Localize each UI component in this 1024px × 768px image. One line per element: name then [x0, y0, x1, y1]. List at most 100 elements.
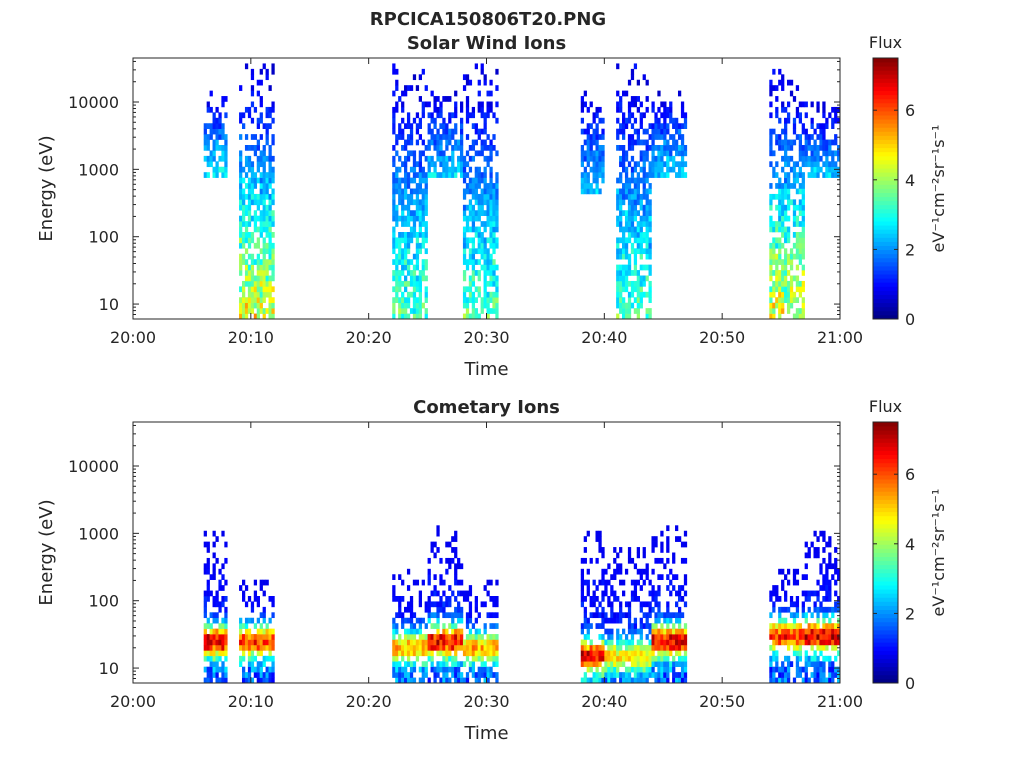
flux-cell: [468, 280, 473, 287]
flux-cell: [418, 96, 422, 102]
flux-cell: [775, 134, 779, 140]
flux-cell: [784, 259, 788, 265]
flux-cell: [784, 123, 788, 129]
flux-cell: [642, 161, 646, 168]
flux-cell: [804, 677, 808, 684]
flux-cell: [433, 117, 437, 124]
flux-cell: [792, 644, 797, 651]
flux-cell: [663, 644, 667, 651]
flux-cell: [256, 193, 260, 200]
x-tick-label: 20:10: [228, 692, 274, 711]
flux-cell: [415, 644, 420, 651]
flux-cell: [483, 139, 487, 146]
flux-cell: [212, 661, 216, 667]
flux-cell: [592, 672, 596, 678]
flux-cell: [792, 579, 797, 586]
flux-cell: [648, 172, 652, 178]
flux-cell: [259, 308, 263, 314]
flux-cell: [663, 672, 667, 678]
flux-cell: [675, 117, 679, 124]
flux-cell: [436, 601, 440, 608]
flux-cell: [669, 617, 673, 624]
flux-cell: [203, 634, 207, 640]
flux-cell: [801, 590, 805, 597]
flux-cell: [239, 639, 243, 646]
flux-cell: [492, 248, 496, 255]
flux-cell: [421, 204, 425, 211]
flux-cell: [616, 215, 620, 222]
flux-cell: [630, 155, 635, 162]
flux-cell: [675, 672, 679, 678]
flux-cell: [598, 579, 602, 586]
flux-cell: [822, 557, 826, 564]
flux-cell: [775, 275, 779, 282]
flux-cell: [795, 112, 800, 119]
flux-cell: [483, 177, 487, 184]
flux-cell: [636, 275, 640, 282]
flux-cell: [666, 574, 670, 580]
x-tick-label: 20:40: [581, 328, 627, 347]
flux-cell: [495, 623, 499, 629]
flux-cell: [471, 661, 476, 667]
flux-cell: [250, 183, 255, 189]
flux-cell: [224, 617, 228, 624]
flux-cell: [471, 639, 476, 646]
flux-cell: [795, 204, 800, 211]
flux-cell: [489, 204, 493, 211]
flux-cell: [477, 134, 481, 140]
flux-cell: [672, 145, 676, 151]
flux-cell: [642, 183, 646, 189]
flux-cell: [583, 579, 587, 586]
flux-cell: [622, 199, 626, 206]
flux-cell: [395, 188, 399, 195]
flux-cell: [828, 634, 832, 640]
flux-cell: [462, 74, 467, 81]
flux-cell: [648, 248, 652, 255]
flux-cell: [595, 596, 599, 602]
flux-cell: [218, 606, 222, 613]
flux-cell: [247, 596, 252, 602]
flux-cell: [242, 199, 246, 206]
flux-cell: [580, 585, 585, 591]
flux-cell: [616, 280, 620, 287]
flux-cell: [586, 650, 590, 657]
flux-cell: [610, 661, 614, 667]
flux-cell: [489, 155, 493, 162]
flux-cell: [415, 204, 420, 211]
flux-cell: [406, 221, 411, 227]
flux-cell: [262, 123, 266, 129]
flux-cell: [401, 308, 405, 314]
flux-cell: [769, 193, 773, 200]
flux-cell: [477, 237, 481, 244]
flux-cell: [672, 123, 676, 129]
flux-cell: [244, 161, 249, 168]
flux-cell: [816, 623, 820, 629]
flux-cell: [622, 275, 626, 282]
flux-cell: [807, 139, 811, 146]
flux-cell: [792, 123, 797, 129]
flux-cell: [622, 612, 626, 619]
flux-cell: [474, 188, 478, 195]
flux-cell: [253, 639, 258, 646]
flux-cell: [660, 672, 664, 678]
flux-cell: [454, 172, 458, 178]
flux-cell: [244, 259, 249, 265]
flux-cell: [486, 590, 490, 597]
flux-cell: [209, 639, 213, 646]
colorbar-units: eV⁻¹cm⁻²sr⁻¹s⁻¹: [929, 489, 948, 617]
flux-cell: [622, 302, 626, 309]
flux-cell: [459, 161, 464, 168]
flux-cell: [772, 237, 776, 244]
flux-cell: [639, 232, 643, 238]
flux-cell: [436, 590, 440, 597]
flux-cell: [430, 650, 434, 657]
flux-cell: [457, 601, 461, 608]
x-tick-label: 20:50: [699, 692, 745, 711]
flux-cell: [468, 275, 473, 282]
flux-cell: [619, 547, 623, 553]
flux-cell: [392, 112, 396, 119]
flux-cell: [657, 172, 661, 178]
flux-cell: [409, 623, 414, 629]
flux-cell: [592, 579, 596, 586]
flux-cell: [406, 661, 411, 667]
